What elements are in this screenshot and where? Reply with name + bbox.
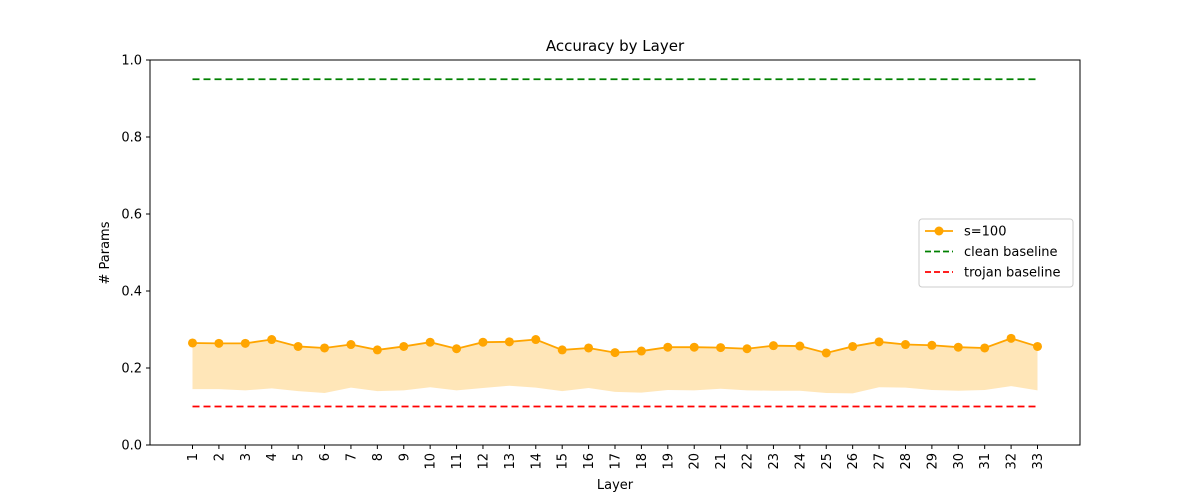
- x-tick-label: 9: [397, 453, 412, 461]
- data-point: [346, 340, 356, 350]
- data-point: [874, 337, 884, 347]
- data-point: [716, 343, 726, 353]
- data-point: [425, 337, 435, 347]
- y-tick-label: 0.2: [121, 362, 142, 377]
- legend: s=100 clean baseline trojan baseline: [918, 218, 1074, 288]
- confidence-band: [192, 338, 1038, 394]
- legend-item-clean-baseline-label: clean baseline: [964, 245, 1058, 260]
- data-point: [188, 338, 197, 348]
- x-axis-title: Layer: [597, 478, 634, 493]
- x-tick-label: 13: [503, 453, 518, 470]
- data-point: [848, 341, 858, 351]
- x-tick-label: 21: [714, 453, 729, 470]
- y-tick-label: 1.0: [121, 54, 142, 69]
- x-tick-label: 28: [899, 453, 914, 470]
- x-tick-label: 15: [556, 453, 571, 470]
- x-tick-label: 32: [1005, 453, 1020, 470]
- x-tick-label: 6: [318, 453, 333, 461]
- x-tick-label: 1: [186, 453, 201, 461]
- data-point: [636, 346, 646, 356]
- data-point: [1006, 333, 1016, 343]
- data-point: [504, 337, 514, 347]
- data-point: [399, 341, 409, 351]
- data-point: [663, 342, 673, 352]
- legend-item-s100-marker: [934, 226, 944, 236]
- x-tick-label: 26: [846, 453, 861, 470]
- data-point: [927, 340, 937, 350]
- x-tick-label: 23: [767, 453, 782, 470]
- x-tick-label: 20: [688, 453, 703, 470]
- data-point: [768, 341, 778, 351]
- data-point: [557, 345, 567, 355]
- data-point: [953, 342, 963, 352]
- data-point: [1033, 341, 1042, 351]
- x-tick-label: 25: [820, 453, 835, 470]
- data-point: [267, 335, 277, 345]
- data-point: [320, 343, 330, 353]
- x-tick-label: 17: [609, 453, 624, 470]
- x-tick-label: 18: [635, 453, 650, 470]
- y-axis-title: # Params: [98, 221, 113, 284]
- data-point: [531, 335, 541, 345]
- plot-area: 0.00.20.40.60.81.01 2 3 4 5 6 7 8 9 10 11 12 13 14 15 1…: [121, 54, 1081, 470]
- data-point: [821, 348, 831, 358]
- data-point: [900, 340, 910, 350]
- data-point: [240, 338, 250, 348]
- x-tick-label: 8: [371, 453, 386, 461]
- x-tick-label: 22: [741, 453, 756, 470]
- y-tick-label: 0.8: [121, 131, 142, 146]
- data-point: [584, 343, 594, 353]
- x-tick-label: 27: [873, 453, 888, 470]
- x-tick-label: 5: [292, 453, 307, 461]
- x-tick-label: 30: [952, 453, 967, 470]
- x-tick-label: 7: [344, 453, 359, 461]
- legend-item-trojan-baseline-label: trojan baseline: [964, 266, 1061, 281]
- x-tick-label: 11: [450, 453, 465, 470]
- data-point: [372, 345, 382, 355]
- y-tick-label: 0.4: [121, 285, 142, 300]
- x-tick-label: 3: [239, 453, 254, 461]
- data-point: [610, 348, 620, 358]
- data-point: [742, 344, 752, 354]
- x-tick-label: 2: [212, 453, 227, 461]
- x-tick-label: 24: [793, 453, 808, 470]
- x-tick-label: 10: [424, 453, 439, 470]
- data-point: [293, 341, 303, 351]
- x-tick-label: 12: [476, 453, 491, 470]
- y-tick-label: 0.0: [121, 439, 142, 454]
- x-tick-label: 33: [1031, 453, 1046, 470]
- x-tick-label: 14: [529, 453, 544, 470]
- y-tick-label: 0.6: [121, 208, 142, 223]
- data-point: [214, 338, 224, 348]
- x-tick-label: 16: [582, 453, 597, 470]
- data-point: [795, 341, 805, 351]
- x-tick-label: 31: [978, 453, 993, 470]
- legend-item-s100-label: s=100: [964, 225, 1006, 240]
- data-point: [980, 343, 990, 353]
- chart-title: Accuracy by Layer: [546, 37, 685, 55]
- data-point: [452, 344, 462, 354]
- data-point: [478, 337, 488, 347]
- x-tick-label: 19: [661, 453, 676, 470]
- data-point: [689, 342, 699, 352]
- legend-box: [918, 218, 1074, 288]
- x-tick-label: 29: [925, 453, 940, 470]
- x-tick-label: 4: [265, 453, 280, 461]
